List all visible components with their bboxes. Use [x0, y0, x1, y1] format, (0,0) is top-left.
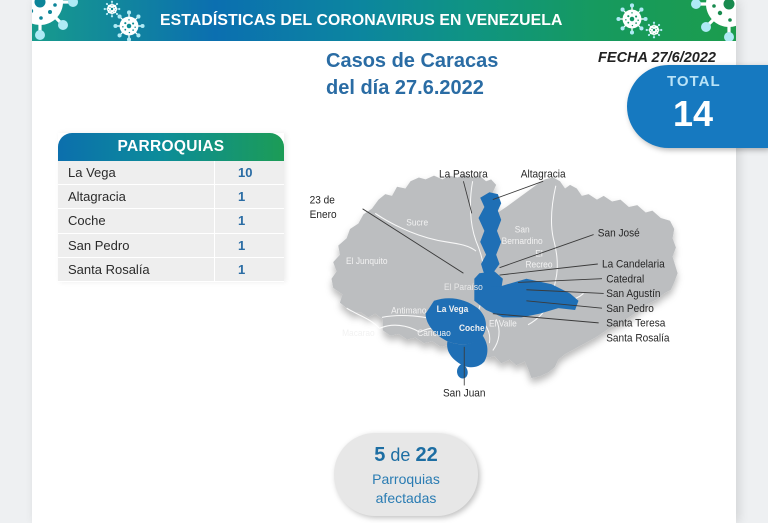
svg-text:El Valle: El Valle [489, 318, 517, 328]
svg-text:Caricuao: Caricuao [417, 327, 451, 337]
svg-text:Bernardino: Bernardino [502, 235, 543, 245]
svg-text:Sucre: Sucre [406, 217, 428, 227]
svg-text:San: San [515, 224, 530, 234]
svg-text:La Pastora: La Pastora [439, 168, 488, 181]
svg-text:La Vega: La Vega [437, 303, 469, 313]
svg-text:Catedral: Catedral [606, 273, 644, 286]
svg-text:San José: San José [598, 227, 640, 240]
svg-text:San Agustín: San Agustín [606, 288, 660, 301]
svg-text:Enero: Enero [310, 209, 337, 222]
svg-text:23 de: 23 de [310, 194, 335, 207]
svg-text:El Paraíso: El Paraíso [444, 281, 483, 291]
svg-text:La Candelaria: La Candelaria [602, 258, 665, 271]
svg-text:Santa Rosalía: Santa Rosalía [606, 332, 669, 345]
svg-text:Recreo: Recreo [525, 259, 552, 269]
svg-text:Macarao: Macarao [342, 327, 375, 337]
svg-text:Coche: Coche [459, 323, 485, 333]
svg-text:Altagracia: Altagracia [521, 168, 566, 181]
svg-text:San Juan: San Juan [443, 387, 486, 400]
svg-text:Santa Teresa: Santa Teresa [606, 317, 665, 330]
svg-text:El Junquito: El Junquito [346, 256, 388, 266]
svg-text:Antimano: Antimano [391, 305, 427, 315]
svg-text:San Pedro: San Pedro [606, 302, 654, 315]
